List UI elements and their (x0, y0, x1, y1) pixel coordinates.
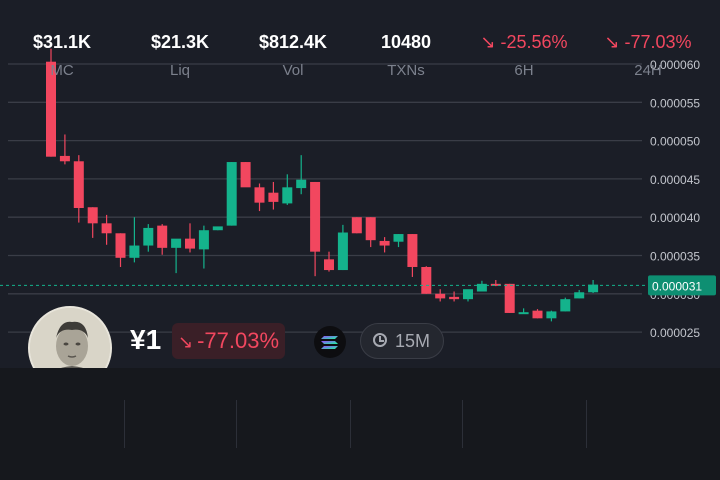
candle-body (476, 283, 487, 292)
arrow-down-right-icon: ↘ (480, 32, 501, 52)
current-price-tag (648, 275, 716, 296)
stat-label: MC (50, 62, 74, 79)
stat-liq: $21.3K Liq (124, 32, 236, 79)
candle-body (574, 292, 585, 299)
stat-label: Vol (282, 62, 304, 79)
candle-body (504, 283, 515, 313)
candle-body (59, 155, 70, 162)
candle-body (532, 310, 543, 319)
price-change-value: -77.03% (197, 328, 280, 353)
stat-label: 6H (514, 62, 534, 79)
candle-body (198, 230, 209, 250)
candle-body (560, 299, 571, 312)
stat-mc: $31.1K MC (0, 32, 124, 79)
y-tick-label: 0.000050 (650, 135, 700, 149)
arrow-down-right-icon: ↘ (604, 32, 625, 52)
candle-body (73, 161, 84, 209)
stat-value: $812.4K (258, 32, 328, 52)
timeframe-label: 15M (395, 331, 431, 351)
candle-body (324, 259, 334, 271)
candle-body (282, 187, 293, 204)
candle-body (365, 217, 376, 241)
stats-bar (0, 368, 720, 480)
candle-body (463, 289, 473, 300)
stat-value: ↘ -25.56% (462, 32, 586, 53)
stat-vol: $812.4K Vol (236, 32, 350, 79)
candle-body (240, 162, 251, 188)
candle-body (46, 61, 56, 157)
clock-icon (373, 333, 387, 347)
candle-body (407, 234, 418, 267)
price-chart[interactable]: 0.0000250.0000300.0000350.0000400.000045… (0, 0, 720, 368)
divider (586, 400, 587, 448)
candle-body (212, 226, 223, 231)
candle-body (518, 312, 529, 315)
timeframe-button[interactable]: 15M (360, 323, 444, 359)
divider (462, 400, 463, 448)
candle-body (87, 207, 98, 224)
stat-value: $31.1K (32, 32, 92, 52)
divider (236, 400, 237, 448)
candle-body (421, 266, 432, 294)
stat-change-value: -77.03% (624, 32, 692, 52)
stat-label: Liq (169, 62, 191, 79)
candle-body (393, 234, 404, 242)
arrow-down-right-icon: ↘ (178, 332, 194, 352)
candle-body (157, 225, 168, 248)
stat-label: 24H (634, 62, 662, 79)
candle-body (143, 227, 154, 246)
current-price-label: 0.000031 (652, 279, 702, 293)
y-tick-label: 0.000025 (650, 326, 700, 340)
candle-body (435, 293, 446, 299)
stat-change-value: -25.56% (500, 32, 568, 52)
y-tick-label: 0.000035 (650, 250, 700, 264)
candle-body (351, 217, 362, 234)
y-tick-label: 0.000055 (650, 96, 700, 110)
candle-body (449, 296, 460, 300)
stat-6h: ↘ -25.56% 6H (462, 32, 586, 79)
candle-body (115, 233, 126, 258)
y-tick-label: 0.000040 (650, 211, 700, 225)
candle-body (546, 311, 557, 319)
candle-body (379, 240, 390, 246)
stat-value: 10480 (380, 32, 432, 52)
candle-body (296, 179, 307, 189)
candle-body (101, 223, 112, 234)
divider (124, 400, 125, 448)
candle-body (268, 192, 279, 202)
candle-body (226, 162, 237, 226)
candle-body (490, 283, 501, 286)
stat-txns: 10480 TXNs (350, 32, 462, 79)
y-tick-label: 0.000060 (650, 58, 700, 72)
solana-icon (314, 326, 346, 358)
token-symbol: ¥1 (130, 324, 162, 355)
price-change-badge: ↘ -77.03% (172, 323, 286, 359)
y-tick-label: 0.000045 (650, 173, 700, 187)
stat-value: ↘ -77.03% (586, 32, 710, 53)
candle-body (185, 238, 195, 249)
stat-24h: ↘ -77.03% 24H (586, 32, 710, 79)
candle-body (129, 245, 140, 258)
candle-body (337, 232, 348, 271)
candle-body (310, 181, 321, 252)
stat-value: $21.3K (150, 32, 210, 52)
candle-body (588, 284, 599, 293)
stat-label: TXNs (387, 62, 425, 79)
candle-body (254, 187, 265, 203)
candle-body (171, 238, 182, 248)
divider (350, 400, 351, 448)
